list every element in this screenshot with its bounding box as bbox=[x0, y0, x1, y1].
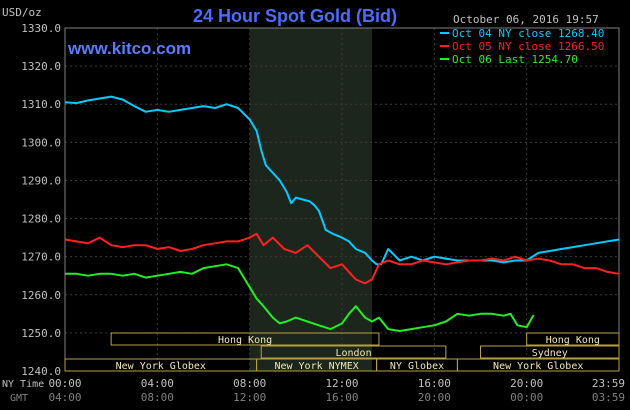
session-label: Hong Kong bbox=[218, 335, 272, 346]
y-tick-label: 1330.0 bbox=[21, 22, 61, 35]
x-tick-label-gmt: 04:00 bbox=[48, 391, 81, 404]
legend-entry: Oct 05 NY close 1266.50 bbox=[440, 40, 604, 53]
series-line bbox=[64, 232, 620, 285]
session-bar: New York Globex bbox=[456, 358, 620, 372]
series-line bbox=[65, 263, 535, 332]
session-bar: Sydney bbox=[480, 345, 620, 359]
x-tick-label-ny: 04:00 bbox=[141, 377, 174, 390]
session-label: NY Globex bbox=[390, 361, 444, 372]
watermark-url: www.kitco.com bbox=[67, 39, 191, 58]
x-tick-label-gmt: 16:00 bbox=[325, 391, 358, 404]
x-tick-label-ny: 08:00 bbox=[233, 377, 266, 390]
x-tick-label-ny: 20:00 bbox=[510, 377, 543, 390]
legend-label: Oct 04 NY close 1268.40 bbox=[452, 27, 604, 40]
session-bar: New York NYMEX bbox=[256, 358, 378, 372]
legend-label: Oct 05 NY close 1266.50 bbox=[452, 40, 604, 53]
y-tick-label: 1260.0 bbox=[21, 289, 61, 302]
x-tick-label-gmt: 12:00 bbox=[233, 391, 266, 404]
session-bar: Hong Kong bbox=[110, 332, 380, 346]
y-tick-label: 1310.0 bbox=[21, 98, 61, 111]
session-label: Sydney bbox=[532, 348, 568, 359]
legend-label: Oct 06 Last 1254.70 bbox=[452, 53, 578, 66]
gmt-row-label: GMT bbox=[10, 393, 28, 404]
y-tick-label: 1320.0 bbox=[21, 60, 61, 73]
session-label: New York NYMEX bbox=[274, 361, 358, 372]
session-label: New York Globex bbox=[116, 361, 206, 372]
unit-label: USD/oz bbox=[2, 6, 42, 19]
x-tick-label-gmt: 00:00 bbox=[510, 391, 543, 404]
y-axis-ticks: 1330.0 1320.0 1310.0 1300.0 1290.0 1280.0 1270… bbox=[21, 22, 61, 378]
series-line bbox=[64, 95, 620, 266]
session-bar: Hong Kong bbox=[526, 332, 620, 346]
x-tick-label-ny: 00:00 bbox=[48, 377, 81, 390]
session-label: Hong Kong bbox=[546, 335, 600, 346]
gridlines bbox=[65, 28, 619, 371]
y-tick-label: 1240.0 bbox=[21, 365, 61, 378]
session-label: London bbox=[335, 348, 371, 359]
y-tick-label: 1300.0 bbox=[21, 136, 61, 149]
price-series bbox=[64, 95, 620, 332]
market-sessions: Hong Kong London New York Globex New York N… bbox=[64, 332, 620, 372]
y-tick-label: 1290.0 bbox=[21, 174, 61, 187]
x-tick-label-ny: 16:00 bbox=[418, 377, 451, 390]
y-tick-label: 1250.0 bbox=[21, 327, 61, 340]
session-label: New York Globex bbox=[493, 361, 583, 372]
legend-entry: Oct 04 NY close 1268.40 bbox=[440, 27, 604, 40]
y-tick-label: 1270.0 bbox=[21, 251, 61, 264]
chart-title: 24 Hour Spot Gold (Bid) bbox=[193, 6, 397, 26]
legend-entry: Oct 06 Last 1254.70 bbox=[440, 53, 578, 66]
nymex-session-highlight bbox=[249, 28, 373, 371]
session-bar: London bbox=[260, 345, 447, 359]
x-tick-label-gmt: 03:59 bbox=[592, 391, 625, 404]
x-tick-label-ny: 23:59 bbox=[592, 377, 625, 390]
ny-time-row-label: NY Time bbox=[2, 379, 44, 390]
x-axis-ticks: 00:0004:0004:0008:0008:0012:0012:0016:00… bbox=[48, 377, 625, 404]
x-tick-label-gmt: 08:00 bbox=[141, 391, 174, 404]
x-tick-label-ny: 12:00 bbox=[325, 377, 358, 390]
y-tick-label: 1280.0 bbox=[21, 213, 61, 226]
timestamp: October 06, 2016 19:57 bbox=[453, 13, 599, 26]
x-tick-label-gmt: 20:00 bbox=[418, 391, 451, 404]
